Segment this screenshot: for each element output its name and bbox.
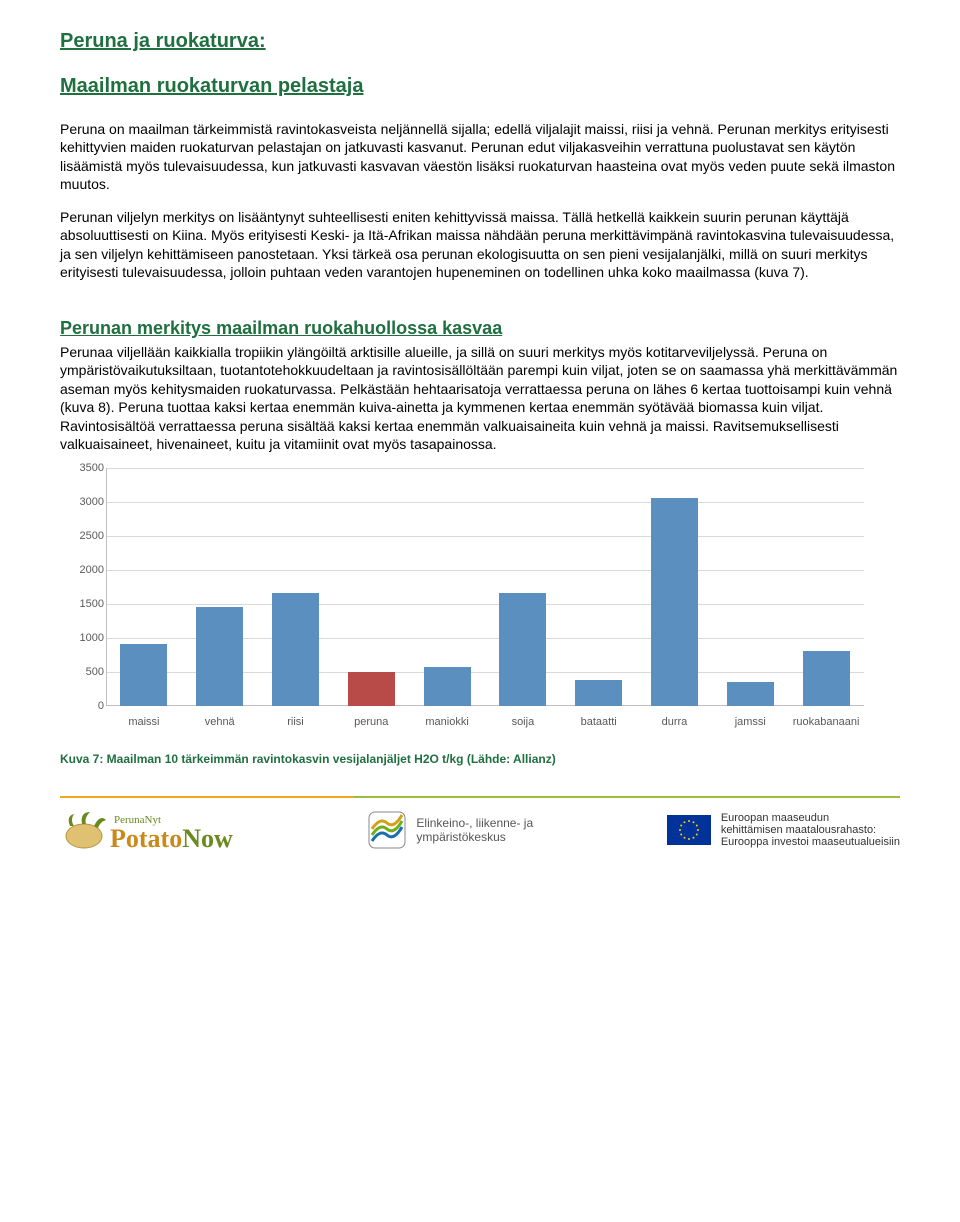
logo-potatonow: PerunaNyt PotatoNow (60, 808, 233, 852)
ytick-label: 500 (64, 666, 104, 678)
xtick-label: ruokabanaani (788, 716, 864, 728)
xtick-label: peruna (333, 716, 409, 728)
ytick-label: 3000 (64, 496, 104, 508)
bar-peruna (348, 672, 395, 706)
eu-line1: Euroopan maaseudun (721, 812, 900, 824)
chart-caption: Kuva 7: Maailman 10 tärkeimmän ravintoka… (60, 752, 900, 766)
ytick-label: 1500 (64, 598, 104, 610)
ytick-label: 2500 (64, 530, 104, 542)
paragraph-3: Perunaa viljellään kaikkialla tropiikin … (60, 343, 900, 454)
paragraph-2: Perunan viljelyn merkitys on lisääntynyt… (60, 208, 900, 282)
page-title-1: Peruna ja ruokaturva: (60, 30, 900, 53)
logo-ely: Elinkeino-, liikenne- ja ympäristökeskus (366, 809, 533, 851)
xtick-label: maniokki (409, 716, 485, 728)
footer-rule (60, 796, 900, 798)
ytick-label: 3500 (64, 462, 104, 474)
xtick-label: bataatti (561, 716, 637, 728)
bar-riisi (272, 593, 319, 705)
xtick-label: soija (485, 716, 561, 728)
footer: PerunaNyt PotatoNow Elinkeino-, liikenne… (60, 808, 900, 852)
xtick-label: vehnä (182, 716, 258, 728)
xtick-label: maissi (106, 716, 182, 728)
bar-vehnä (196, 607, 243, 706)
ytick-label: 0 (64, 700, 104, 712)
ytick-label: 1000 (64, 632, 104, 644)
potatonow-word2: Now (182, 826, 233, 852)
ely-line2: ympäristökeskus (416, 830, 533, 844)
bar-jamssi (727, 682, 774, 705)
bar-ruokabanaani (803, 651, 850, 705)
bar-durra (651, 498, 698, 705)
bar-chart: 3500300025002000150010005000 maissivehnä… (60, 468, 900, 728)
page-title-2: Maailman ruokaturvan pelastaja (60, 75, 900, 98)
eu-line2: kehittämisen maatalousrahasto: (721, 824, 900, 836)
bar-soija (499, 593, 546, 705)
ytick-label: 2000 (64, 564, 104, 576)
xtick-label: durra (637, 716, 713, 728)
bar-maissi (120, 644, 167, 705)
xtick-label: jamssi (712, 716, 788, 728)
paragraph-1: Peruna on maailman tärkeimmistä ravintok… (60, 120, 900, 194)
bar-bataatti (575, 680, 622, 706)
eu-line3: Eurooppa investoi maaseutualueisiin (721, 836, 900, 848)
bar-maniokki (424, 667, 471, 705)
potatonow-word1: Potato (110, 826, 182, 852)
xtick-label: riisi (258, 716, 334, 728)
logo-eu: Euroopan maaseudun kehittämisen maatalou… (667, 812, 900, 848)
eu-flag-icon (667, 815, 711, 845)
section-heading: Perunan merkitys maailman ruokahuollossa… (60, 318, 900, 339)
ely-line1: Elinkeino-, liikenne- ja (416, 816, 533, 830)
